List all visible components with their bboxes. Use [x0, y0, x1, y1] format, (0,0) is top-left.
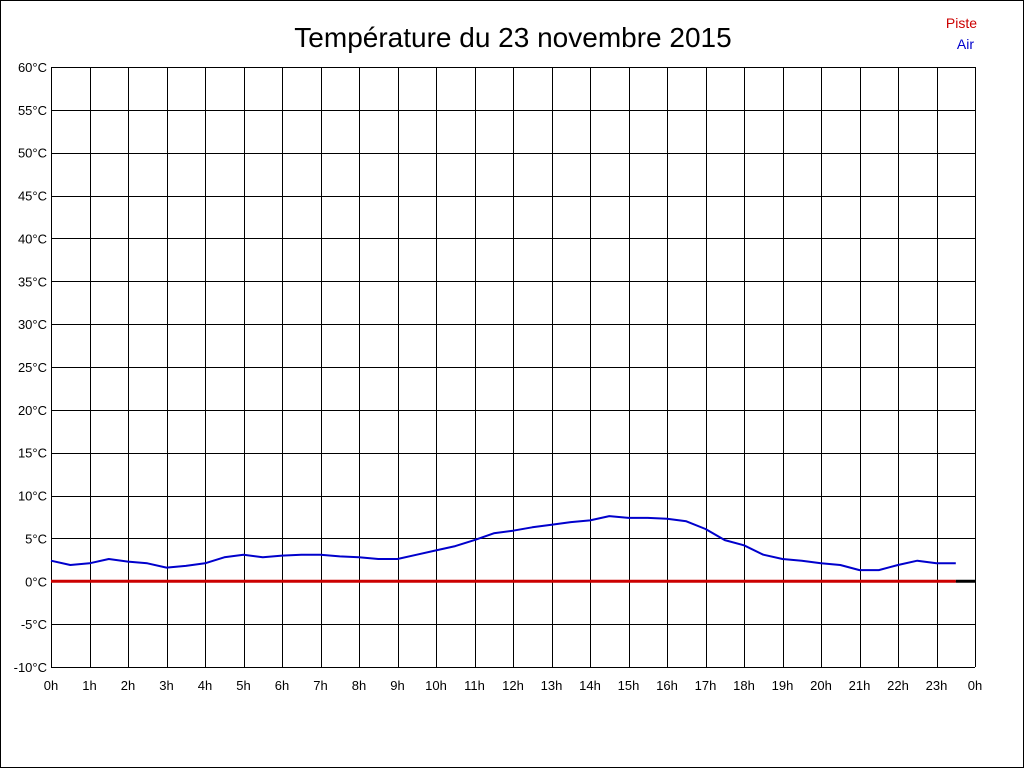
x-tick-label: 11h	[464, 678, 485, 693]
x-tick-label: 0h	[44, 678, 58, 693]
x-tick-label: 17h	[695, 678, 717, 693]
x-tick-label: 10h	[425, 678, 447, 693]
x-tick-label: 3h	[159, 678, 173, 693]
x-tick-label: 19h	[772, 678, 794, 693]
y-tick-label: 55°C	[18, 103, 47, 118]
series-layer	[50, 515, 975, 583]
y-tick-label: 10°C	[18, 489, 47, 504]
x-tick-label: 4h	[198, 678, 212, 693]
x-tick-label: 16h	[656, 678, 678, 693]
series-line-air	[50, 515, 956, 572]
x-tick-label: 7h	[313, 678, 327, 693]
grid-layer	[51, 67, 976, 668]
y-tick-label: 20°C	[18, 403, 47, 418]
x-tick-label: 23h	[926, 678, 948, 693]
x-tick-label: 22h	[887, 678, 909, 693]
y-tick-label: 50°C	[18, 146, 47, 161]
x-tick-label: 18h	[733, 678, 755, 693]
y-tick-label: 5°C	[25, 531, 47, 546]
y-tick-label: -5°C	[21, 617, 47, 632]
x-tick-label: 8h	[352, 678, 366, 693]
y-tick-label: 0°C	[25, 574, 47, 589]
x-tick-label: 20h	[810, 678, 832, 693]
legend-piste: Piste	[946, 15, 977, 31]
x-tick-label: 14h	[579, 678, 601, 693]
y-tick-label: 15°C	[18, 446, 47, 461]
x-tick-label: 5h	[236, 678, 250, 693]
x-tick-label: 15h	[618, 678, 640, 693]
y-tick-label: 60°C	[18, 60, 47, 75]
x-tick-label: 0h	[968, 678, 982, 693]
legend-air: Air	[957, 36, 974, 52]
y-tick-label: 40°C	[18, 231, 47, 246]
y-tick-label: -10°C	[14, 660, 47, 675]
y-tick-label: 25°C	[18, 360, 47, 375]
y-tick-label: 45°C	[18, 189, 47, 204]
x-tick-label: 1h	[82, 678, 96, 693]
x-tick-label: 6h	[275, 678, 289, 693]
y-tick-label: 35°C	[18, 274, 47, 289]
axis-label-layer: 0h 1h 2h 3h 4h 5h 6h 7h 8h 9h 10h 11h 12h 13h 14h 15h 16…	[14, 60, 983, 693]
x-tick-label: 12h	[502, 678, 524, 693]
x-tick-label: 13h	[541, 678, 563, 693]
x-tick-label: 21h	[849, 678, 871, 693]
y-tick-label: 30°C	[18, 317, 47, 332]
x-tick-label: 9h	[390, 678, 404, 693]
chart-title: Température du 23 novembre 2015	[294, 22, 731, 53]
x-tick-label: 2h	[121, 678, 135, 693]
